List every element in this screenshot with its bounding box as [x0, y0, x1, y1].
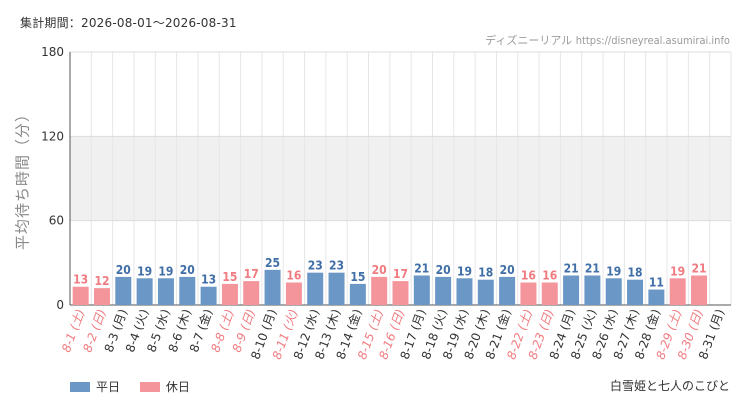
data-label: 17: [393, 267, 408, 281]
legend-label-weekday: 平日: [96, 380, 121, 394]
legend-label-holiday: 休日: [165, 380, 190, 394]
bar-weekday: [115, 276, 132, 305]
data-label: 19: [137, 264, 152, 278]
attraction-name: 白雪姫と七人のこびと: [609, 379, 730, 393]
data-label: 15: [222, 270, 237, 284]
bar-weekday: [307, 272, 324, 305]
shaded-band: [70, 136, 731, 221]
bar-weekday: [136, 278, 153, 305]
data-label: 15: [350, 270, 365, 284]
legend: 平日 休日: [70, 378, 206, 395]
legend-item-holiday: 休日: [139, 378, 190, 395]
data-label: 19: [457, 264, 472, 278]
bar-weekday: [584, 275, 601, 305]
y-tick-label: 120: [41, 129, 64, 143]
data-label: 21: [564, 261, 579, 275]
data-label: 18: [628, 266, 643, 280]
data-label: 12: [94, 274, 109, 288]
legend-swatch-holiday: [139, 381, 160, 392]
bar-weekday: [328, 272, 345, 305]
data-label: 21: [692, 261, 707, 275]
bar-weekday: [563, 275, 580, 305]
bar-weekday: [157, 278, 174, 305]
site-name: ディズニーリアル: [485, 34, 573, 47]
data-label: 18: [478, 266, 493, 280]
bar-weekday: [456, 278, 473, 305]
bar-weekday: [435, 276, 452, 305]
bar-holiday: [541, 282, 558, 305]
data-label: 19: [670, 264, 685, 278]
data-label: 16: [521, 269, 536, 283]
y-tick-label: 180: [41, 45, 64, 59]
data-label: 13: [201, 273, 216, 287]
bar-weekday: [627, 279, 644, 305]
bar-holiday: [392, 281, 409, 305]
bar-weekday: [605, 278, 622, 305]
bar-holiday: [93, 288, 110, 305]
data-label: 20: [180, 263, 195, 277]
bar-weekday: [200, 286, 217, 305]
data-label: 20: [116, 263, 131, 277]
bar-weekday: [477, 279, 494, 305]
y-tick-label: 60: [49, 214, 64, 228]
data-label: 19: [606, 264, 621, 278]
legend-item-weekday: 平日: [70, 378, 120, 395]
bar-weekday: [349, 283, 366, 305]
bar-holiday: [285, 282, 302, 305]
legend-swatch-weekday: [70, 381, 90, 392]
bar-holiday: [691, 275, 708, 305]
data-label: 19: [158, 264, 173, 278]
bar-weekday: [179, 276, 196, 305]
site-credit: ディズニーリアル https://disneyreal.asumirai.inf…: [485, 32, 730, 48]
data-label: 23: [308, 259, 323, 273]
data-label: 11: [649, 276, 664, 290]
bar-holiday: [520, 282, 537, 305]
bar-weekday: [413, 275, 430, 305]
bar-weekday: [648, 289, 665, 305]
data-label: 25: [265, 256, 280, 270]
bar-weekday: [264, 269, 281, 305]
bar-holiday: [243, 281, 260, 305]
data-label: 16: [286, 269, 301, 283]
data-label: 16: [542, 269, 557, 283]
data-label: 17: [244, 267, 259, 281]
y-tick-label: 0: [56, 298, 64, 312]
period-label: 集計期間：2026-08-01〜2026-08-31: [20, 16, 237, 30]
bar-holiday: [221, 283, 238, 305]
site-url[interactable]: https://disneyreal.asumirai.info: [575, 34, 730, 47]
bar-holiday: [72, 286, 89, 305]
bar-holiday: [669, 278, 686, 305]
data-label: 23: [329, 259, 344, 273]
bar-weekday: [499, 276, 516, 305]
data-label: 21: [414, 261, 429, 275]
data-label: 20: [436, 263, 451, 277]
data-label: 20: [372, 263, 387, 277]
data-label: 21: [585, 261, 600, 275]
data-label: 20: [500, 263, 515, 277]
bar-holiday: [371, 276, 388, 305]
data-label: 13: [73, 273, 88, 287]
